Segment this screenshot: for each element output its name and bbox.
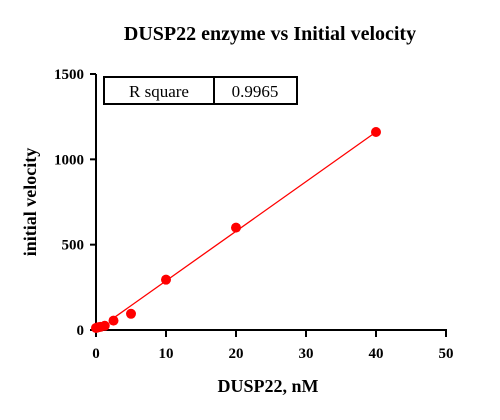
y-axis-title: initial velocity [20, 148, 40, 256]
x-tick-label: 20 [229, 346, 244, 362]
data-point [231, 222, 241, 233]
y-tick-label: 0 [77, 323, 85, 339]
data-point [371, 127, 381, 138]
data-point [108, 315, 119, 326]
stats-table: R square 0.9965 [103, 76, 298, 105]
y-axis-ticks: 0 500 1000 1500 [54, 67, 96, 339]
x-axis-title: DUSP22, nM [217, 376, 318, 396]
stats-label: R square [129, 82, 189, 101]
data-point [126, 308, 136, 319]
x-axis-ticks: 0 10 20 30 40 50 [92, 330, 454, 362]
x-tick-label: 40 [369, 346, 384, 362]
stats-table-box [103, 76, 298, 105]
chart-title: DUSP22 enzyme vs Initial velocity [124, 23, 416, 45]
y-tick-label: 500 [62, 238, 85, 254]
stats-value: 0.9965 [232, 82, 279, 101]
data-point [161, 274, 171, 285]
y-tick-label: 1500 [54, 67, 84, 83]
x-tick-label: 30 [299, 346, 314, 362]
x-tick-label: 50 [439, 346, 454, 362]
regression-line [113, 131, 377, 319]
y-tick-label: 1000 [54, 152, 84, 168]
data-points [91, 127, 381, 333]
data-point [99, 320, 110, 331]
x-tick-label: 0 [92, 346, 100, 362]
x-tick-label: 10 [159, 346, 174, 362]
